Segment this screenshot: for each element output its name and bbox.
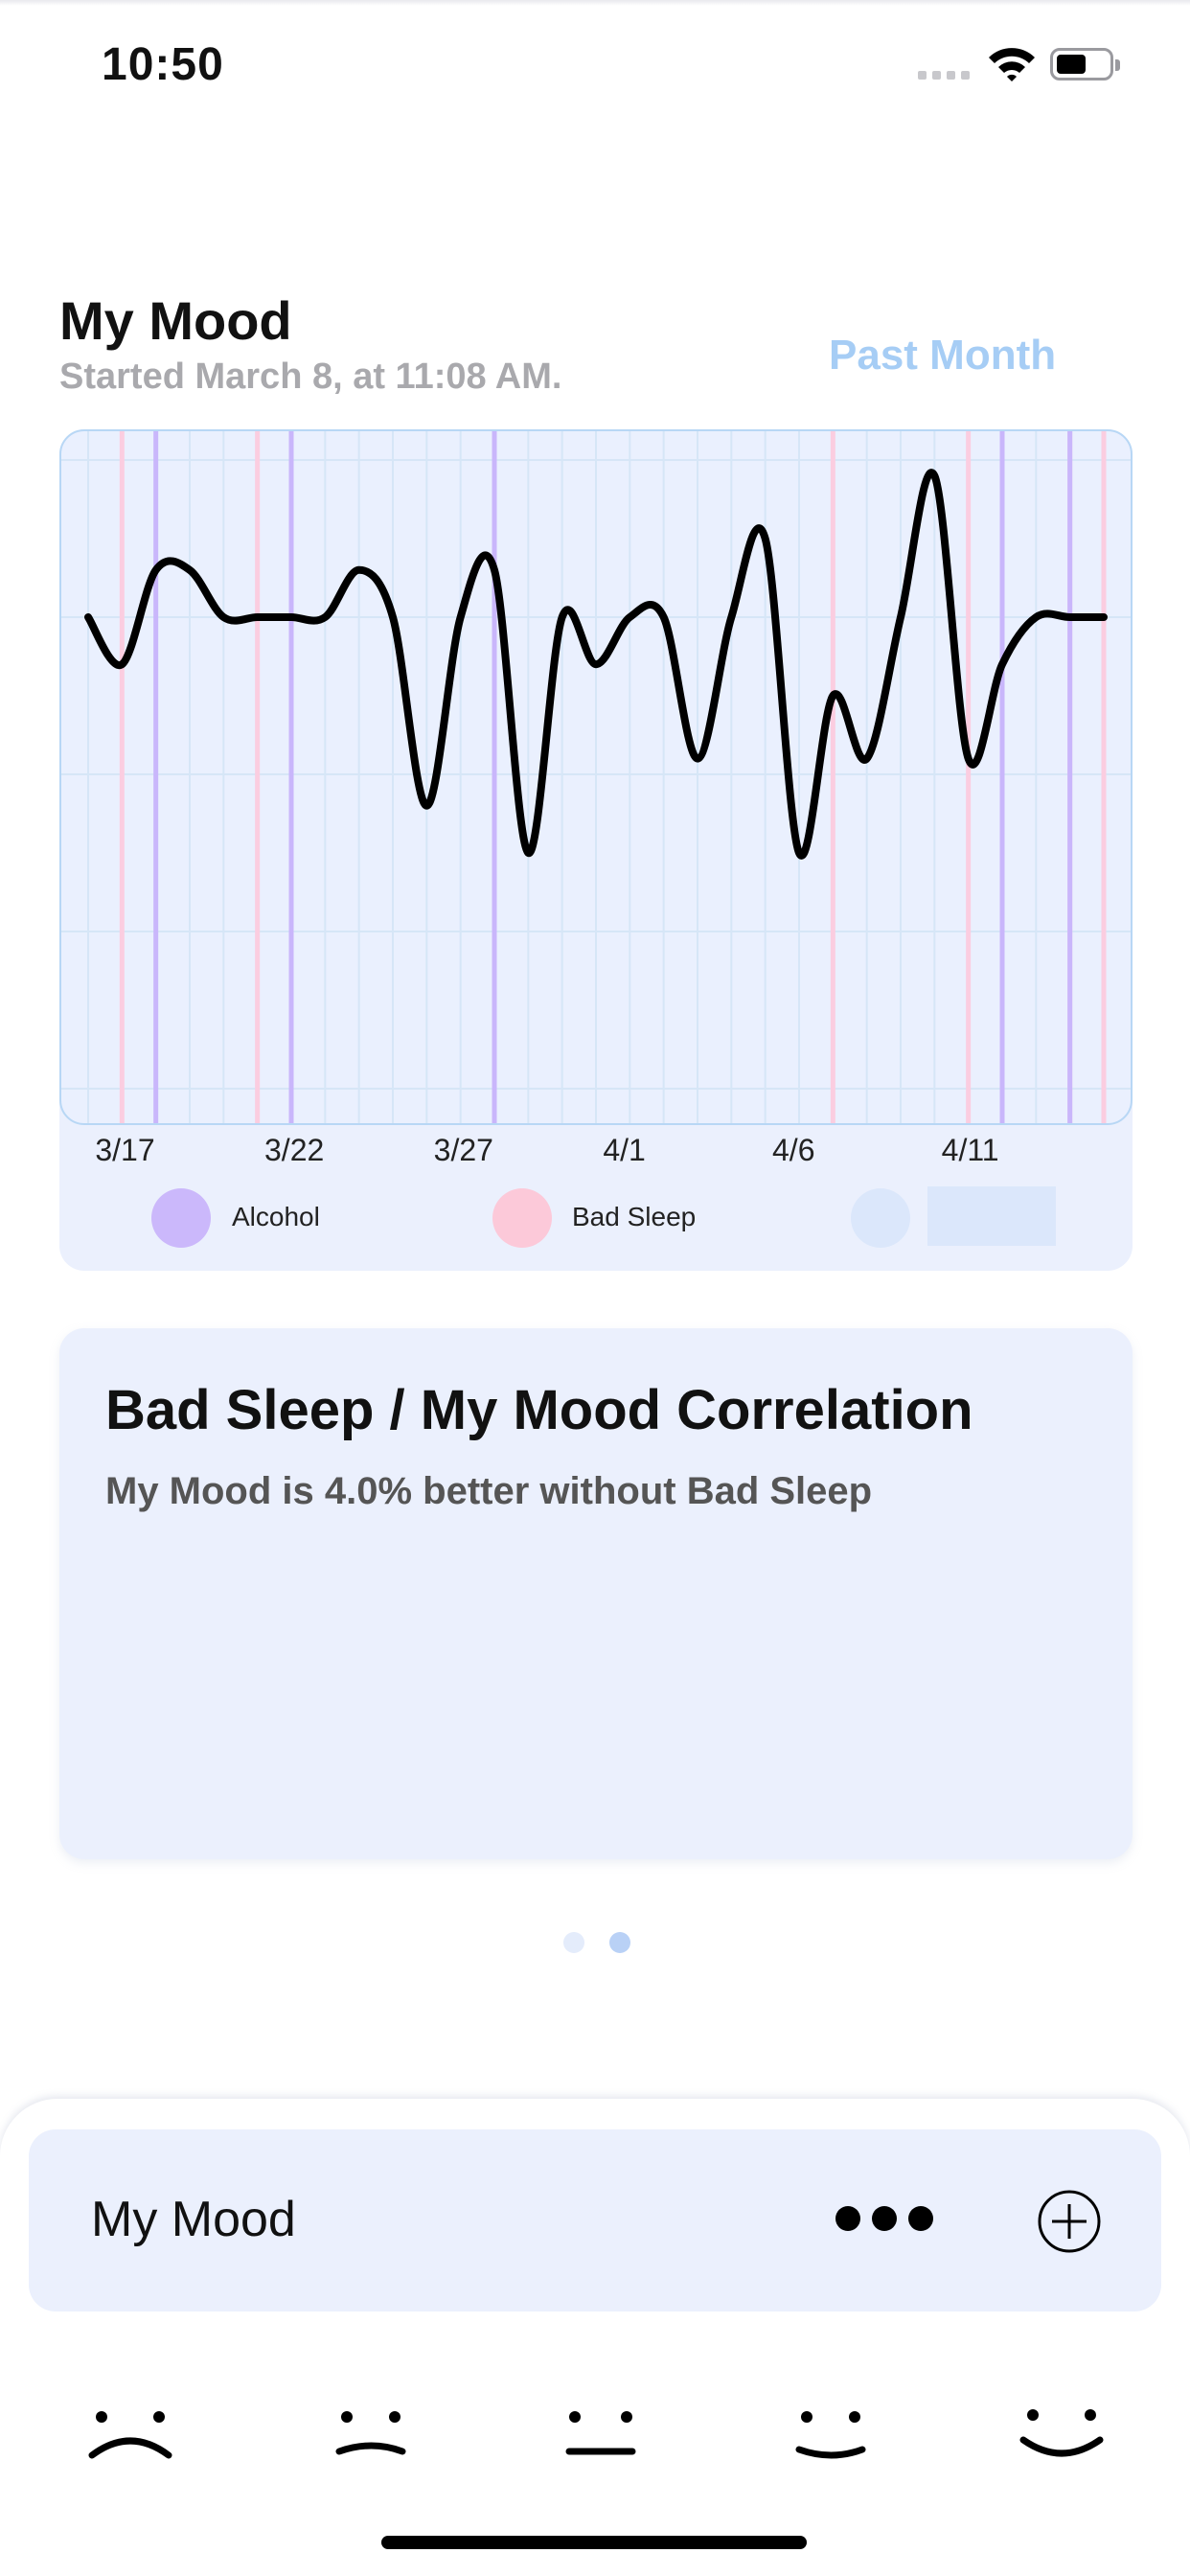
correlation-text: My Mood is 4.0% better without Bad Sleep (105, 1470, 873, 1512)
sad-face-icon[interactable] (326, 2405, 418, 2467)
x-tick-label: 4/1 (603, 1133, 646, 1167)
status-time: 10:50 (102, 39, 224, 90)
neutral-face-icon[interactable] (556, 2405, 648, 2467)
mood-series-line (84, 469, 1108, 860)
ellipsis-icon[interactable] (835, 2206, 933, 2231)
plus-circle-icon[interactable] (1037, 2189, 1102, 2254)
happy-face-icon[interactable] (786, 2405, 878, 2467)
time-range-button[interactable]: Past Month (829, 332, 1057, 379)
correlation-card[interactable] (59, 1328, 1133, 1859)
legend-bad-sleep-label: Bad Sleep (572, 1202, 697, 1231)
x-tick-label: 3/17 (95, 1133, 155, 1167)
legend-extra-label-placeholder (927, 1186, 1056, 1246)
page-dot-1[interactable] (563, 1932, 584, 1953)
correlation-title: Bad Sleep / My Mood Correlation (105, 1379, 973, 1441)
wifi-icon (989, 48, 1035, 81)
very-happy-face-icon[interactable] (1016, 2405, 1108, 2467)
x-tick-label: 3/27 (433, 1133, 493, 1167)
cellular-signal-icon (918, 71, 970, 80)
chart-clip-group (59, 429, 1133, 1125)
page-title: My Mood (59, 290, 292, 351)
start-date-subtitle: Started March 8, at 11:08 AM. (59, 356, 562, 397)
legend-extra-dot (851, 1188, 910, 1248)
very-sad-face-icon[interactable] (84, 2405, 176, 2467)
home-indicator (381, 2536, 807, 2549)
chart-plot-border (59, 429, 1133, 1125)
page-dot-2[interactable] (609, 1932, 630, 1953)
x-tick-label: 3/22 (264, 1133, 325, 1167)
x-tick-label: 4/11 (941, 1133, 999, 1167)
top-shadow (0, 0, 1190, 6)
battery-icon (1050, 48, 1120, 80)
x-tick-label: 4/6 (772, 1133, 815, 1167)
legend-bad-sleep-dot (492, 1188, 552, 1248)
tracker-name: My Mood (91, 2192, 296, 2247)
tracker-bar[interactable] (29, 2129, 1161, 2312)
legend-alcohol-label: Alcohol (232, 1202, 320, 1231)
legend-alcohol-dot (151, 1188, 211, 1248)
mood-line-chart (59, 429, 1133, 1125)
